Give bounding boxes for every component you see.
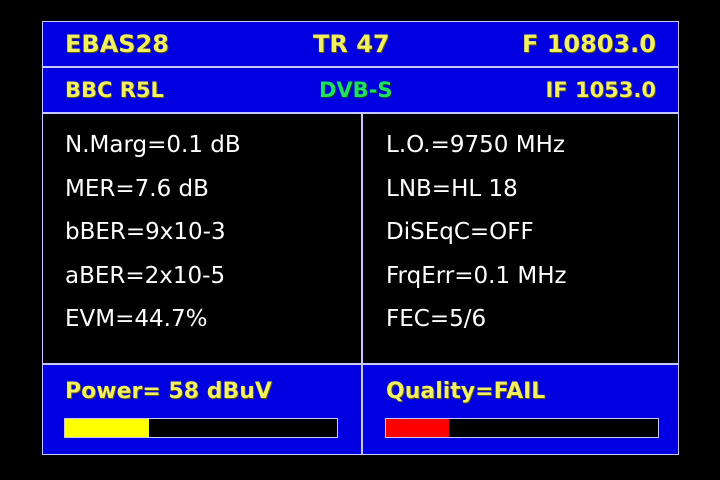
column-divider xyxy=(361,114,363,454)
frequency-error: FrqErr=0.1 MHz xyxy=(386,262,567,289)
subheader-row: BBC R5L DVB-S IF 1053.0 xyxy=(43,68,678,114)
channel-name: BBC R5L xyxy=(65,78,164,102)
mer: MER=7.6 dB xyxy=(65,175,209,202)
if-frequency: IF 1053.0 xyxy=(545,78,656,102)
evm: EVM=44.7% xyxy=(65,306,208,332)
quality-bar xyxy=(385,418,659,438)
measurements-panel: N.Marg=0.1 dB MER=7.6 dB bBER=9x10-3 aBE… xyxy=(43,114,678,363)
lnb: LNB=HL 18 xyxy=(386,175,518,202)
meter-display: EBAS28 TR 47 F 10803.0 BBC R5L DVB-S IF … xyxy=(42,21,679,455)
local-oscillator: L.O.=9750 MHz xyxy=(386,132,565,158)
header-row: EBAS28 TR 47 F 10803.0 xyxy=(43,22,678,68)
left-measurements: N.Marg=0.1 dB MER=7.6 dB bBER=9x10-3 aBE… xyxy=(65,132,241,350)
fec: FEC=5/6 xyxy=(386,306,487,332)
right-measurements: L.O.=9750 MHz LNB=HL 18 DiSEqC=OFF FrqEr… xyxy=(386,132,567,350)
power-bar-fill xyxy=(65,419,150,437)
satellite-name: EBAS28 xyxy=(65,30,169,58)
power-bar xyxy=(64,418,338,438)
standard: DVB-S xyxy=(319,78,393,102)
quality-label: Quality=FAIL xyxy=(386,379,546,404)
level-panel: Power= 58 dBuV Quality=FAIL xyxy=(43,363,678,454)
bber: bBER=9x10-3 xyxy=(65,219,226,245)
quality-bar-fill xyxy=(386,419,449,437)
frequency: F 10803.0 xyxy=(521,30,656,58)
transponder: TR 47 xyxy=(313,30,390,58)
aber: aBER=2x10-5 xyxy=(65,262,226,289)
diseqc: DiSEqC=OFF xyxy=(386,219,534,245)
noise-margin: N.Marg=0.1 dB xyxy=(65,132,241,158)
power-label: Power= 58 dBuV xyxy=(65,379,272,404)
